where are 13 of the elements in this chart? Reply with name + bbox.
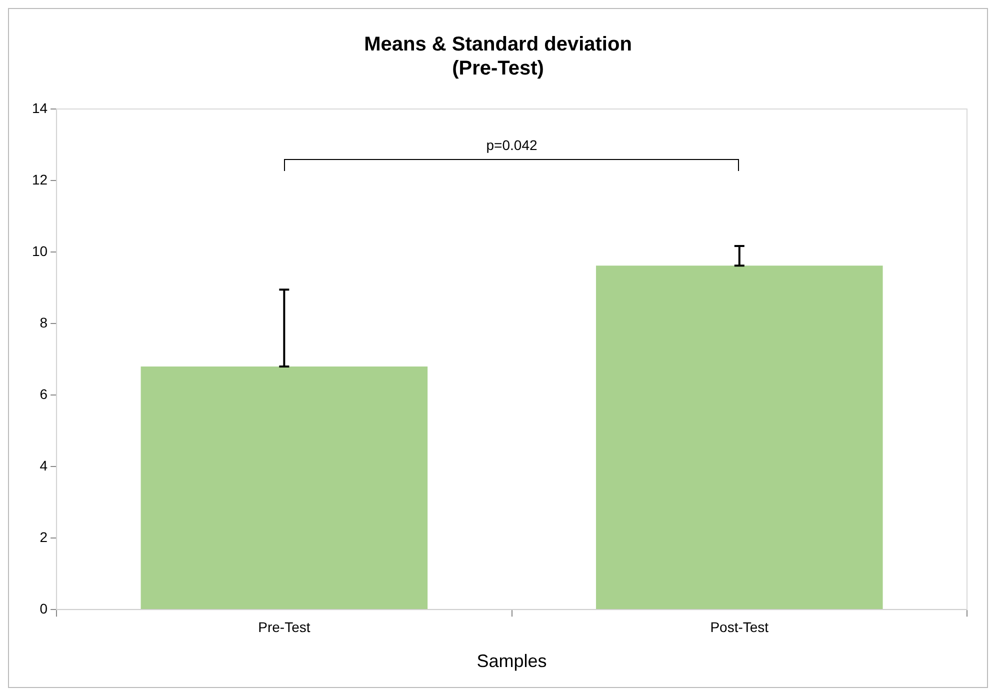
x-tick-label: Pre-Test (258, 618, 310, 635)
y-tick-label: 6 (40, 386, 48, 402)
y-tick-label: 14 (32, 100, 48, 116)
y-tick-label: 2 (40, 528, 48, 545)
chart-title: Means & Standard deviation (Pre-Test) (364, 34, 632, 80)
y-tick-label: 8 (40, 314, 48, 330)
x-axis-title: Samples (476, 651, 547, 672)
y-tick-label: 10 (32, 242, 48, 259)
x-tick-label: Post-Test (710, 618, 769, 635)
y-tick-label: 0 (40, 600, 48, 616)
y-tick-label: 12 (32, 171, 48, 188)
y-tick-label: 4 (40, 457, 48, 474)
annotation: p=0.042 (486, 137, 538, 153)
